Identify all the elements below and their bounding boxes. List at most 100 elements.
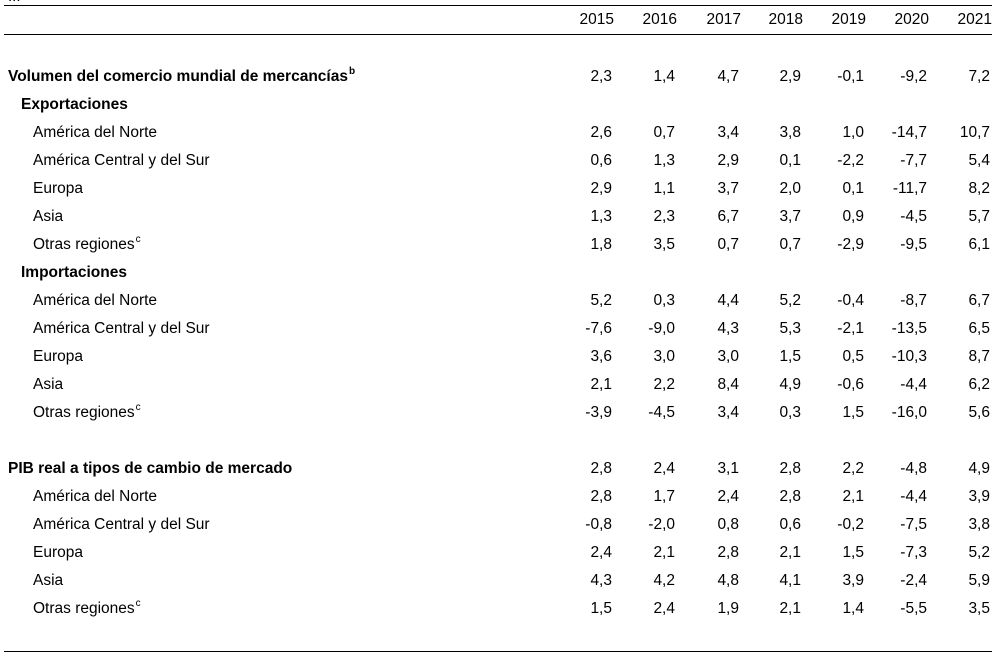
table-row: Europa 2,9 1,1 3,7 2,0 0,1 -11,7 8,2 <box>4 175 992 203</box>
value-cell: 1,8 <box>590 236 612 253</box>
value-cell: 5,3 <box>779 320 801 337</box>
value-cell: -14,7 <box>891 124 927 141</box>
value-cell: 4,9 <box>968 460 990 477</box>
value-cell: 2,9 <box>717 152 739 169</box>
value-cell: -2,9 <box>837 236 864 253</box>
value-cell: 3,8 <box>779 124 801 141</box>
table-bottom-rule <box>4 651 992 652</box>
value-cell: 0,3 <box>779 404 801 421</box>
value-cell: -9,0 <box>648 320 675 337</box>
value-cell: 2,2 <box>842 460 864 477</box>
value-cell: -11,7 <box>892 180 927 197</box>
value-cell: 2,1 <box>842 488 864 505</box>
value-cell: -9,2 <box>900 68 927 85</box>
table-row: Volumen del comercio mundial de mercancí… <box>4 63 992 91</box>
spacer-row <box>4 35 992 64</box>
table-row: Exportaciones <box>4 91 992 119</box>
value-cell: 2,8 <box>717 544 739 561</box>
statistics-table: 2015 2016 2017 2018 2019 2020 2021 Volum… <box>4 6 992 623</box>
value-cell: 4,9 <box>779 376 801 393</box>
value-cell: -16,0 <box>891 404 927 421</box>
value-cell: 2,1 <box>779 600 801 617</box>
value-cell: -4,4 <box>900 488 927 505</box>
row-label: Otras regionesc <box>33 598 141 618</box>
value-cell: 6,7 <box>717 208 739 225</box>
row-label: América del Norte <box>33 292 158 309</box>
row-label: Exportaciones <box>21 96 128 113</box>
value-cell: 8,4 <box>717 376 739 393</box>
footnote-marker: c <box>135 598 141 609</box>
year-header: 2017 <box>677 6 741 35</box>
value-cell: -4,8 <box>900 460 927 477</box>
value-cell: 0,6 <box>590 152 612 169</box>
value-cell: 1,3 <box>653 152 675 169</box>
value-cell: -4,4 <box>900 376 927 393</box>
value-cell: 2,8 <box>779 488 801 505</box>
value-cell: -13,5 <box>891 320 927 337</box>
value-cell: -8,7 <box>900 292 927 309</box>
row-label: Europa <box>33 180 83 197</box>
value-cell: 7,2 <box>968 68 990 85</box>
value-cell: 0,9 <box>842 208 864 225</box>
value-cell: 5,9 <box>968 572 990 589</box>
value-cell: 5,2 <box>779 292 801 309</box>
value-cell: 4,4 <box>717 292 739 309</box>
value-cell: -0,4 <box>837 292 864 309</box>
value-cell: 1,5 <box>590 600 612 617</box>
table-row: América del Norte 5,2 0,3 4,4 5,2 -0,4 -8,7 6,… <box>4 287 992 315</box>
value-cell: 2,1 <box>779 544 801 561</box>
footnote-marker: b <box>348 66 356 77</box>
footnote-marker: c <box>135 402 141 413</box>
table-row: Otras regionesc 1,5 2,4 1,9 2,1 1,4 -5,5 3,5 <box>4 595 992 623</box>
value-cell: 3,6 <box>590 348 612 365</box>
value-cell: -0,2 <box>837 516 864 533</box>
value-cell: 3,0 <box>653 348 675 365</box>
year-header: 2020 <box>866 6 929 35</box>
year-header-row: 2015 2016 2017 2018 2019 2020 2021 <box>4 6 992 35</box>
value-cell: 0,1 <box>842 180 864 197</box>
value-cell: 3,1 <box>717 460 739 477</box>
year-header: 2015 <box>544 6 614 35</box>
value-cell: 5,6 <box>968 404 990 421</box>
value-cell: -0,1 <box>837 68 864 85</box>
row-label: Importaciones <box>21 264 127 281</box>
value-cell: 3,9 <box>968 488 990 505</box>
value-cell: 4,8 <box>717 572 739 589</box>
year-header: 2018 <box>741 6 803 35</box>
value-cell: 5,4 <box>968 152 990 169</box>
value-cell: -9,5 <box>900 236 927 253</box>
row-label: Europa <box>33 544 83 561</box>
value-cell: 1,7 <box>653 488 675 505</box>
spacer-row <box>4 427 992 455</box>
value-cell: 6,1 <box>968 236 990 253</box>
value-cell: 0,1 <box>779 152 801 169</box>
value-cell: 0,7 <box>717 236 739 253</box>
value-cell: -0,6 <box>837 376 864 393</box>
value-cell: 1,3 <box>590 208 612 225</box>
value-cell: 0,7 <box>779 236 801 253</box>
value-cell: 1,9 <box>717 600 739 617</box>
value-cell: 3,5 <box>653 236 675 253</box>
value-cell: 2,9 <box>590 180 612 197</box>
value-cell: -7,3 <box>900 544 927 561</box>
value-cell: 0,8 <box>717 516 739 533</box>
value-cell: -2,1 <box>837 320 864 337</box>
value-cell: 4,3 <box>590 572 612 589</box>
value-cell: 2,4 <box>717 488 739 505</box>
table-row: Asia 1,3 2,3 6,7 3,7 0,9 -4,5 5,7 <box>4 203 992 231</box>
footnote-marker: c <box>135 234 141 245</box>
value-cell: 2,6 <box>590 124 612 141</box>
value-cell: 2,3 <box>653 208 675 225</box>
value-cell: 0,3 <box>653 292 675 309</box>
value-cell: -7,6 <box>585 320 612 337</box>
year-header: 2021 <box>929 6 992 35</box>
table-row: Europa 2,4 2,1 2,8 2,1 1,5 -7,3 5,2 <box>4 539 992 567</box>
value-cell: 3,8 <box>968 516 990 533</box>
row-label: América Central y del Sur <box>33 516 210 533</box>
value-cell: 2,8 <box>779 460 801 477</box>
row-label: Europa <box>33 348 83 365</box>
value-cell: -2,4 <box>900 572 927 589</box>
value-cell: 2,1 <box>653 544 675 561</box>
value-cell: 4,7 <box>717 68 739 85</box>
value-cell: 1,1 <box>653 180 675 197</box>
